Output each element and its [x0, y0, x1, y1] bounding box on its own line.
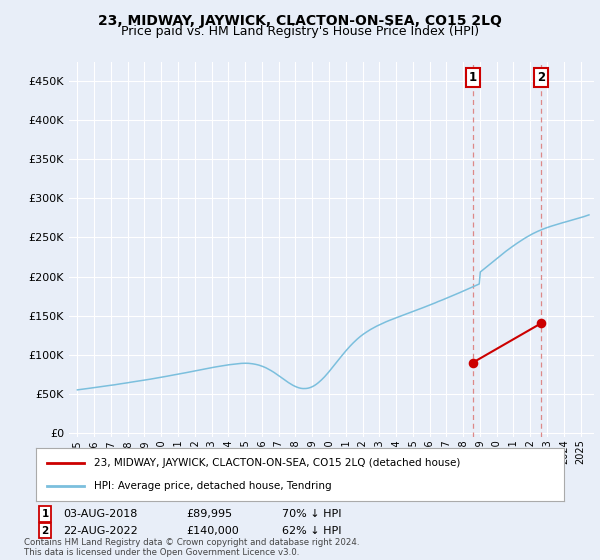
Text: HPI: Average price, detached house, Tendring: HPI: Average price, detached house, Tend…	[94, 481, 332, 491]
Text: £89,995: £89,995	[186, 509, 232, 519]
Text: 23, MIDWAY, JAYWICK, CLACTON-ON-SEA, CO15 2LQ (detached house): 23, MIDWAY, JAYWICK, CLACTON-ON-SEA, CO1…	[94, 458, 460, 468]
Text: 22-AUG-2022: 22-AUG-2022	[63, 526, 138, 536]
Text: 1: 1	[469, 71, 477, 84]
Text: 03-AUG-2018: 03-AUG-2018	[63, 509, 137, 519]
Point	[468, 358, 478, 367]
Text: 70% ↓ HPI: 70% ↓ HPI	[282, 509, 341, 519]
Point	[536, 319, 545, 328]
Text: 23, MIDWAY, JAYWICK, CLACTON-ON-SEA, CO15 2LQ: 23, MIDWAY, JAYWICK, CLACTON-ON-SEA, CO1…	[98, 14, 502, 28]
Text: 2: 2	[537, 71, 545, 84]
Text: 2: 2	[41, 526, 49, 536]
Text: £140,000: £140,000	[186, 526, 239, 536]
Text: 62% ↓ HPI: 62% ↓ HPI	[282, 526, 341, 536]
Text: 1: 1	[41, 509, 49, 519]
Text: Contains HM Land Registry data © Crown copyright and database right 2024.
This d: Contains HM Land Registry data © Crown c…	[24, 538, 359, 557]
Text: Price paid vs. HM Land Registry's House Price Index (HPI): Price paid vs. HM Land Registry's House …	[121, 25, 479, 38]
